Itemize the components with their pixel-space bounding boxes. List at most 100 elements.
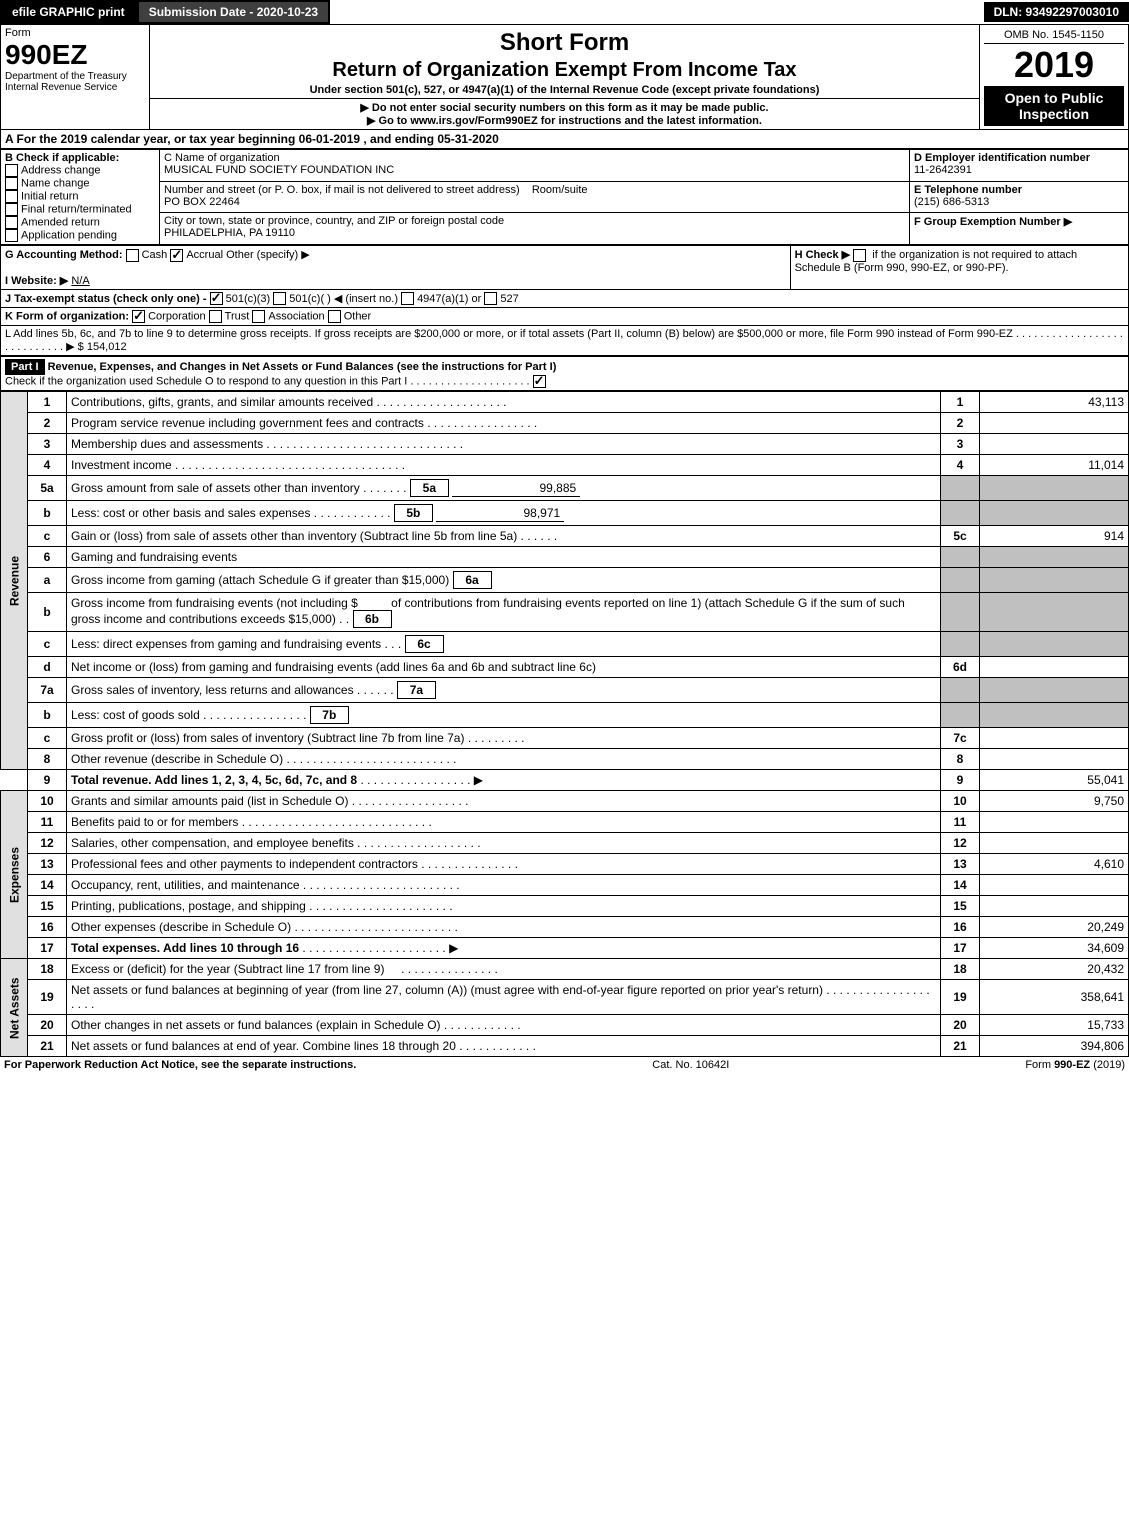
line-5a-shaded xyxy=(941,476,980,501)
checkbox-501c3[interactable] xyxy=(210,292,223,305)
line-6b-shaded xyxy=(941,593,980,632)
label-assoc: Association xyxy=(268,311,324,323)
checkbox-cash[interactable] xyxy=(126,249,139,262)
line-6c-text: Less: direct expenses from gaming and fu… xyxy=(67,632,941,657)
checkbox-assoc[interactable] xyxy=(252,310,265,323)
line-21-ref: 21 xyxy=(941,1036,980,1057)
line-4-amount: 11,014 xyxy=(980,455,1129,476)
checkbox-final-return[interactable] xyxy=(5,203,18,216)
city-value: PHILADELPHIA, PA 19110 xyxy=(164,227,295,239)
line-5c-ref: 5c xyxy=(941,526,980,547)
checkbox-corp[interactable] xyxy=(132,310,145,323)
line-17-num: 17 xyxy=(28,938,67,959)
line-6b-text: Gross income from fundraising events (no… xyxy=(67,593,941,632)
line-5c-text: Gain or (loss) from sale of assets other… xyxy=(67,526,941,547)
line-17-text: Total expenses. Add lines 10 through 16 … xyxy=(67,938,941,959)
box-e-label: E Telephone number xyxy=(914,184,1022,196)
line-9-ref: 9 xyxy=(941,770,980,791)
line-7a-box: 7a xyxy=(397,681,436,699)
box-b-label: B Check if applicable: xyxy=(5,152,119,164)
label-other-method: Other (specify) ▶ xyxy=(226,249,310,261)
form-subtitle: Return of Organization Exempt From Incom… xyxy=(154,59,975,82)
city-label: City or town, state or province, country… xyxy=(164,215,504,227)
box-f-label: F Group Exemption Number ▶ xyxy=(914,216,1072,228)
line-19-text: Net assets or fund balances at beginning… xyxy=(67,980,941,1015)
checkbox-h[interactable] xyxy=(853,249,866,262)
row-h-label: H Check ▶ xyxy=(795,249,851,261)
part-i-title: Revenue, Expenses, and Changes in Net As… xyxy=(48,361,557,373)
checkbox-accrual[interactable] xyxy=(170,249,183,262)
line-6-text: Gaming and fundraising events xyxy=(67,547,941,568)
line-7b-shaded xyxy=(941,703,980,728)
line-6a-text: Gross income from gaming (attach Schedul… xyxy=(67,568,941,593)
phone-value: (215) 686-5313 xyxy=(914,196,989,208)
efile-print-button[interactable]: efile GRAPHIC print xyxy=(0,0,137,24)
checkbox-pending[interactable] xyxy=(5,229,18,242)
under-section: Under section 501(c), 527, or 4947(a)(1)… xyxy=(154,84,975,96)
line-6b-shaded-amt xyxy=(980,593,1129,632)
line-6c-box: 6c xyxy=(405,635,444,653)
line-11-text: Benefits paid to or for members . . . . … xyxy=(67,812,941,833)
line-11-amount xyxy=(980,812,1129,833)
checkbox-501c[interactable] xyxy=(273,292,286,305)
line-6d-num: d xyxy=(28,657,67,678)
checkbox-name-change[interactable] xyxy=(5,177,18,190)
checkbox-amended[interactable] xyxy=(5,216,18,229)
checkbox-527[interactable] xyxy=(484,292,497,305)
irs-label: Internal Revenue Service xyxy=(5,82,145,93)
line-21-num: 21 xyxy=(28,1036,67,1057)
line-13-text: Professional fees and other payments to … xyxy=(67,854,941,875)
label-527: 527 xyxy=(500,293,518,305)
line-5b-num: b xyxy=(28,501,67,526)
line-8-ref: 8 xyxy=(941,749,980,770)
line-6-shaded-amt xyxy=(980,547,1129,568)
label-final-return: Final return/terminated xyxy=(21,203,132,215)
line-16-text: Other expenses (describe in Schedule O) … xyxy=(67,917,941,938)
line-14-amount xyxy=(980,875,1129,896)
line-5b-text: Less: cost or other basis and sales expe… xyxy=(67,501,941,526)
form-number: 990EZ xyxy=(5,39,145,71)
label-501c: 501(c)( ) xyxy=(289,293,331,305)
checkbox-address-change[interactable] xyxy=(5,164,18,177)
page-footer: For Paperwork Reduction Act Notice, see … xyxy=(0,1057,1129,1073)
line-6a-box: 6a xyxy=(453,571,492,589)
line-6a-shaded-amt xyxy=(980,568,1129,593)
ssn-warning: ▶ Do not enter social security numbers o… xyxy=(154,101,975,114)
form-title: Short Form xyxy=(154,29,975,57)
line-6d-text: Net income or (loss) from gaming and fun… xyxy=(67,657,941,678)
checkbox-other-org[interactable] xyxy=(328,310,341,323)
line-7b-num: b xyxy=(28,703,67,728)
line-13-ref: 13 xyxy=(941,854,980,875)
line-11-ref: 11 xyxy=(941,812,980,833)
omb-number: OMB No. 1545-1150 xyxy=(984,27,1124,44)
line-6d-amount xyxy=(980,657,1129,678)
line-6a-num: a xyxy=(28,568,67,593)
line-8-amount xyxy=(980,749,1129,770)
line-2-text: Program service revenue including govern… xyxy=(67,413,941,434)
line-9-amount: 55,041 xyxy=(980,770,1129,791)
section-a-tax-year: A For the 2019 calendar year, or tax yea… xyxy=(0,130,1129,149)
footer-right: Form 990-EZ (2019) xyxy=(1025,1059,1125,1071)
top-bar: efile GRAPHIC print Submission Date - 20… xyxy=(0,0,1129,24)
goto-link[interactable]: ▶ Go to www.irs.gov/Form990EZ for instru… xyxy=(154,114,975,127)
row-k-label: K Form of organization: xyxy=(5,311,129,323)
line-13-num: 13 xyxy=(28,854,67,875)
line-12-amount xyxy=(980,833,1129,854)
row-i-label: I Website: ▶ xyxy=(5,275,68,287)
checkbox-part-i-schedule-o[interactable] xyxy=(533,375,546,388)
part-i-header-row: Part I Revenue, Expenses, and Changes in… xyxy=(0,356,1129,391)
line-1-amount: 43,113 xyxy=(980,392,1129,413)
accounting-block: G Accounting Method: Cash Accrual Other … xyxy=(0,245,1129,356)
org-info-block: B Check if applicable: Address change Na… xyxy=(0,149,1129,245)
line-8-text: Other revenue (describe in Schedule O) .… xyxy=(67,749,941,770)
checkbox-initial-return[interactable] xyxy=(5,190,18,203)
line-7c-text: Gross profit or (loss) from sales of inv… xyxy=(67,728,941,749)
line-2-num: 2 xyxy=(28,413,67,434)
line-9-text: Total revenue. Add lines 1, 2, 3, 4, 5c,… xyxy=(67,770,941,791)
line-10-text: Grants and similar amounts paid (list in… xyxy=(67,791,941,812)
checkbox-4947[interactable] xyxy=(401,292,414,305)
checkbox-trust[interactable] xyxy=(209,310,222,323)
line-7b-box: 7b xyxy=(310,706,349,724)
treasury-dept: Department of the Treasury xyxy=(5,71,145,82)
row-l-text: L Add lines 5b, 6c, and 7b to line 9 to … xyxy=(5,328,1013,340)
